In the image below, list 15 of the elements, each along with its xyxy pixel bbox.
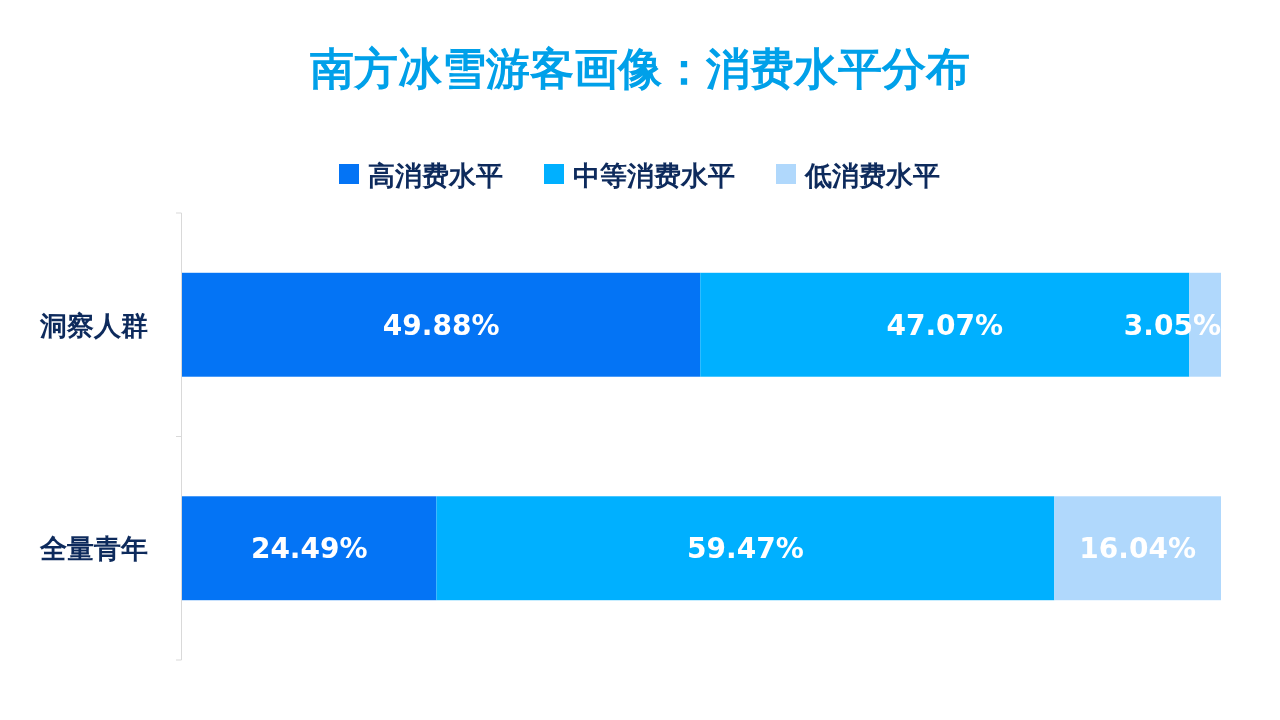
- bar: [182, 272, 701, 377]
- data-label: 24.49%: [250, 532, 368, 566]
- bar: [182, 496, 437, 601]
- y-tick-label: 洞察人群: [39, 309, 148, 341]
- chart-title: 南方冰雪游客画像：消费水平分布: [310, 43, 970, 94]
- y-tick-label: 全量青年: [39, 533, 148, 565]
- bar: [1054, 496, 1221, 601]
- data-label: 59.47%: [687, 532, 804, 566]
- data-label: 49.88%: [382, 308, 500, 342]
- data-label: 47.07%: [886, 308, 1004, 342]
- legend-label: 高消费水平: [368, 160, 503, 191]
- data-label: 16.04%: [1079, 532, 1196, 566]
- legend-label: 低消费水平: [804, 160, 940, 191]
- legend-label: 中等消费水平: [573, 160, 735, 191]
- bar: [436, 496, 1055, 601]
